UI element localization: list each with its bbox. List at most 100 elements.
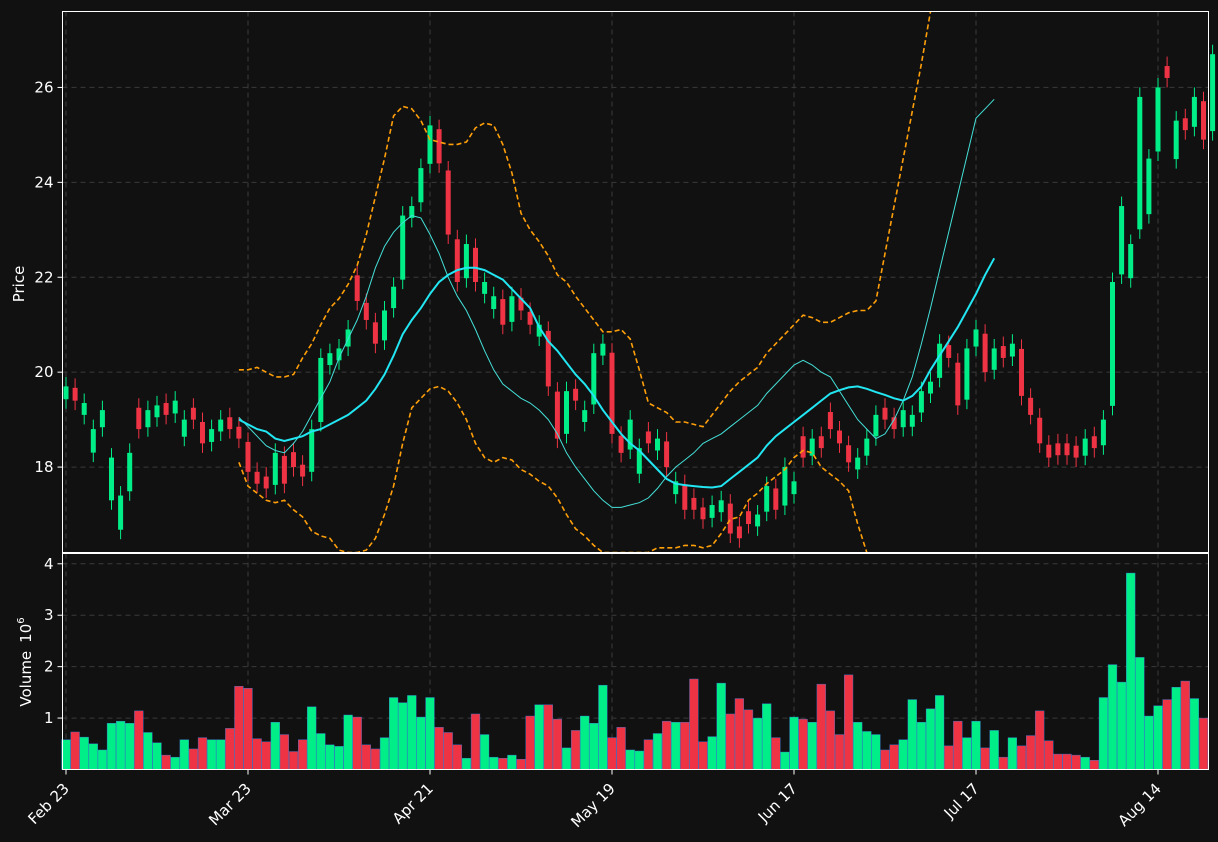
volume-bar bbox=[270, 721, 280, 770]
candle bbox=[554, 382, 560, 449]
volume-bar bbox=[1135, 657, 1145, 770]
volume-bar bbox=[1053, 753, 1063, 770]
candle bbox=[955, 353, 961, 415]
volume-bar bbox=[780, 751, 790, 770]
volume-bar bbox=[825, 710, 836, 770]
candle bbox=[327, 343, 333, 375]
volume-bar bbox=[507, 754, 517, 770]
candle-body bbox=[1028, 397, 1034, 415]
candle-body bbox=[900, 410, 906, 428]
candle bbox=[1110, 272, 1115, 416]
candle bbox=[363, 293, 369, 330]
volume-bar bbox=[980, 747, 990, 770]
volume-bar bbox=[689, 678, 699, 770]
candle-body bbox=[427, 125, 433, 164]
volume-bar bbox=[379, 737, 390, 770]
candle bbox=[1028, 388, 1034, 425]
candle bbox=[937, 334, 943, 388]
volume-bar bbox=[1035, 710, 1045, 770]
candle-body bbox=[727, 503, 733, 534]
candle-body bbox=[227, 417, 233, 430]
volume-bar bbox=[325, 744, 335, 770]
candle bbox=[800, 426, 806, 468]
volume-bar bbox=[798, 718, 808, 770]
volume-bar bbox=[944, 745, 954, 770]
candle-body bbox=[136, 407, 142, 430]
candle bbox=[855, 448, 861, 479]
candle bbox=[263, 467, 269, 498]
candle-body bbox=[1091, 436, 1097, 449]
candle bbox=[1164, 56, 1170, 88]
volume-bar bbox=[316, 733, 326, 770]
candle bbox=[891, 407, 897, 439]
candle bbox=[564, 381, 569, 444]
candle-body bbox=[400, 215, 406, 280]
volume-bar bbox=[161, 754, 171, 770]
candle-body bbox=[1037, 417, 1043, 444]
volume-bar bbox=[762, 703, 772, 770]
candle bbox=[982, 324, 988, 382]
candle-body bbox=[636, 448, 642, 474]
candle bbox=[864, 429, 870, 466]
candle-body bbox=[582, 410, 588, 422]
bollinger-lower-band bbox=[238, 385, 868, 554]
candle bbox=[918, 381, 924, 422]
volume-bar bbox=[589, 723, 599, 770]
volume-bar bbox=[743, 709, 754, 770]
candle bbox=[418, 158, 424, 212]
candle-body bbox=[218, 419, 224, 432]
volume-bar bbox=[880, 749, 890, 770]
candle bbox=[682, 474, 688, 520]
volume-bar bbox=[1098, 697, 1109, 770]
volume-bar bbox=[1016, 745, 1027, 770]
volume-bar bbox=[179, 739, 189, 770]
volume-bar bbox=[662, 720, 672, 770]
volume-panel-frame bbox=[62, 553, 1209, 770]
volume-bar bbox=[598, 684, 608, 770]
candle-body bbox=[791, 481, 797, 495]
volume-bar bbox=[734, 698, 745, 770]
candle-body bbox=[746, 511, 751, 525]
candle bbox=[354, 265, 360, 311]
candle bbox=[427, 115, 433, 174]
candle bbox=[163, 393, 169, 425]
candle bbox=[1009, 334, 1015, 366]
volume-bar bbox=[998, 756, 1008, 770]
candle-body bbox=[1137, 96, 1143, 230]
candle bbox=[928, 372, 933, 404]
candle-body bbox=[609, 352, 615, 434]
candle bbox=[1182, 108, 1188, 140]
bollinger-upper-band bbox=[238, 11, 932, 428]
candle-body bbox=[955, 362, 961, 406]
candle bbox=[227, 407, 233, 439]
volume-bar bbox=[461, 757, 472, 770]
volume-bar bbox=[916, 721, 927, 770]
candle-body bbox=[1155, 87, 1161, 152]
volume-bar bbox=[561, 747, 572, 770]
volume-bar bbox=[206, 739, 217, 770]
volume-bar bbox=[361, 744, 371, 770]
candle-body bbox=[818, 436, 824, 449]
candle-body bbox=[463, 244, 469, 279]
candle-body bbox=[855, 457, 861, 470]
candle-body bbox=[318, 357, 324, 422]
volume-bar bbox=[816, 683, 826, 770]
candle-body bbox=[473, 247, 478, 282]
candle bbox=[1191, 87, 1197, 137]
candle bbox=[109, 448, 114, 510]
candle-body bbox=[327, 353, 333, 366]
candle-body bbox=[382, 310, 387, 341]
candle bbox=[1064, 433, 1070, 465]
volume-bar bbox=[634, 750, 644, 770]
candle-body bbox=[363, 302, 369, 320]
candle bbox=[1091, 426, 1097, 458]
candle bbox=[909, 405, 915, 437]
volume-bar bbox=[434, 727, 444, 770]
volume-bar bbox=[716, 682, 726, 770]
candle-body bbox=[709, 505, 715, 518]
candle bbox=[636, 438, 642, 484]
candle bbox=[536, 315, 542, 347]
candle bbox=[691, 488, 697, 520]
volume-bar bbox=[298, 739, 308, 770]
